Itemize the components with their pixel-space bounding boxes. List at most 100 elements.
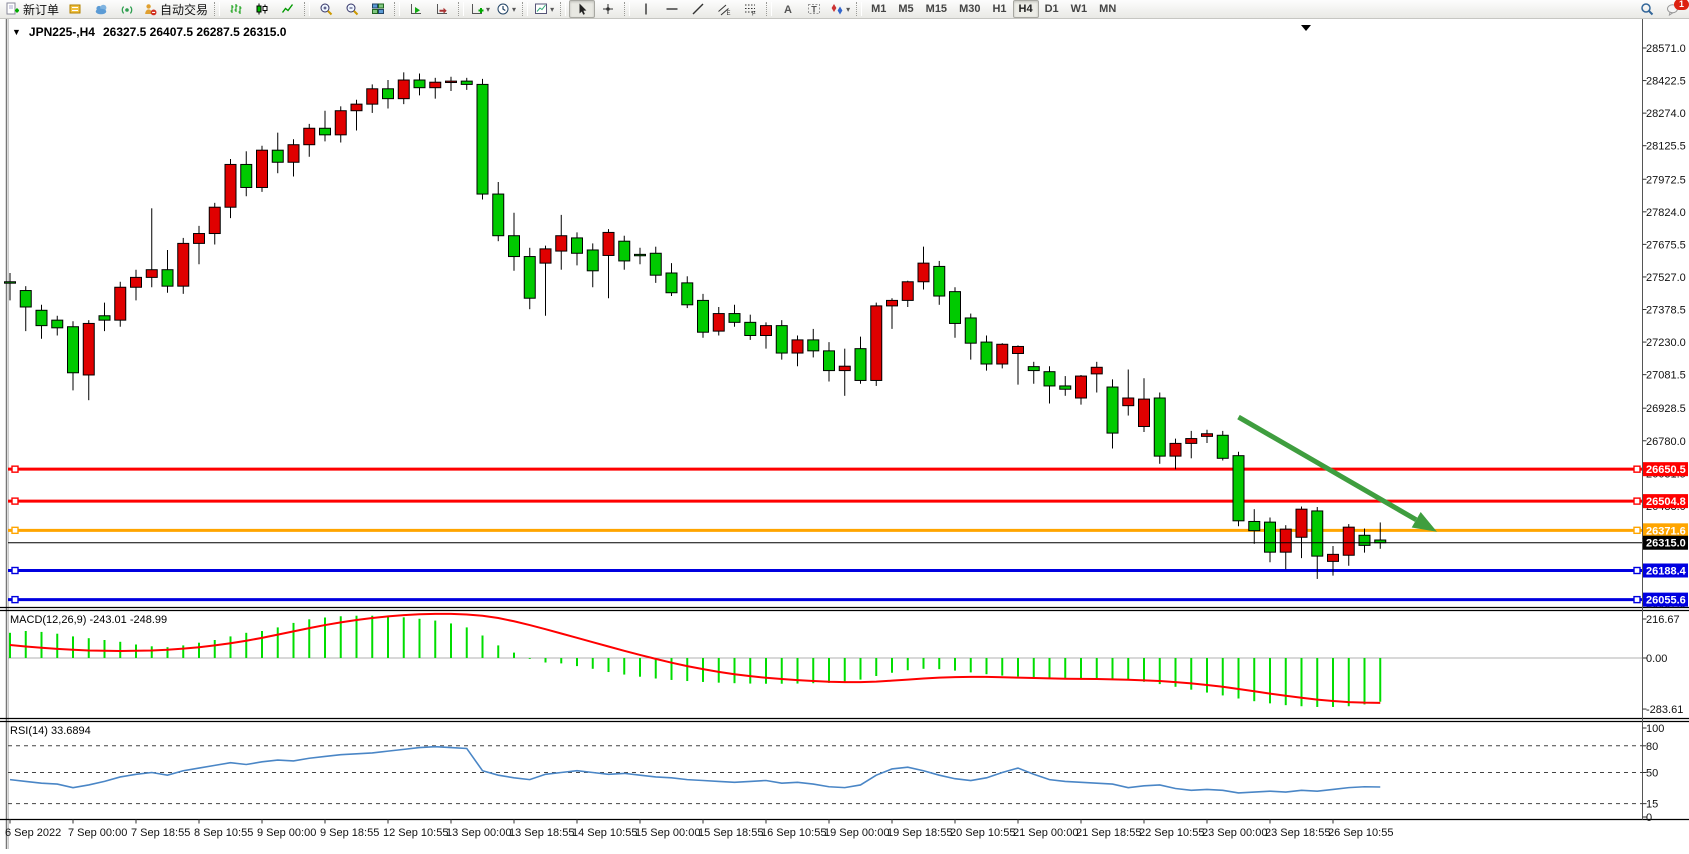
candle: [367, 84, 378, 113]
periods-button[interactable]: ▾: [493, 0, 519, 18]
chart-title: ▼ JPN225-,H4 26327.5 26407.5 26287.5 263…: [12, 25, 286, 39]
line-handle[interactable]: [12, 466, 18, 472]
line-handle[interactable]: [1634, 527, 1640, 533]
price-tick-label: 28274.0: [1646, 108, 1686, 120]
candle: [1280, 525, 1291, 569]
cursor-button[interactable]: [569, 0, 595, 18]
date-label: 12 Sep 10:55: [383, 827, 448, 839]
price-axis[interactable]: 28571.028422.528274.028125.527972.527824…: [1643, 19, 1689, 820]
market-depth-button[interactable]: [62, 0, 88, 18]
hline-26504.8[interactable]: [8, 498, 1643, 504]
bar-chart-button[interactable]: [223, 0, 249, 18]
candle: [934, 261, 945, 305]
line-handle[interactable]: [12, 597, 18, 603]
price-tick-label: 27378.5: [1646, 305, 1686, 317]
indicators-button[interactable]: ▾: [467, 0, 493, 18]
line-chart-button[interactable]: [275, 0, 301, 18]
candlestick-chart-button[interactable]: [249, 0, 275, 18]
date-label: 14 Sep 10:55: [572, 827, 637, 839]
zoom-out-button[interactable]: [339, 0, 365, 18]
toolbar-separator: [766, 2, 772, 16]
templates-button[interactable]: ▾: [531, 0, 557, 18]
trendline-button[interactable]: [685, 0, 711, 18]
line-handle[interactable]: [1634, 597, 1640, 603]
candle: [272, 133, 283, 174]
label-button[interactable]: T: [801, 0, 827, 18]
candle: [666, 263, 677, 296]
hline-26188.4[interactable]: [8, 568, 1643, 574]
candle: [1265, 518, 1276, 563]
timeframe-MN[interactable]: MN: [1093, 0, 1122, 18]
rsi-axis-label: 80: [1646, 741, 1658, 753]
template-icon: [534, 2, 548, 16]
timeframe-H4[interactable]: H4: [1013, 0, 1039, 18]
crosshair-button[interactable]: [595, 0, 621, 18]
text-button[interactable]: A: [775, 0, 801, 18]
line-handle[interactable]: [12, 527, 18, 533]
candle: [1044, 366, 1055, 403]
candle: [981, 336, 992, 371]
chat-button[interactable]: 1: [1660, 0, 1686, 18]
hline-26371.6[interactable]: [8, 527, 1643, 533]
candle: [383, 80, 394, 109]
timeframe-W1[interactable]: W1: [1065, 0, 1094, 18]
search-icon: [1640, 2, 1654, 16]
candle: [713, 307, 724, 336]
fibonacci-button[interactable]: F: [737, 0, 763, 18]
timeframe-M30[interactable]: M30: [953, 0, 986, 18]
price-tick-label: 27527.0: [1646, 272, 1686, 284]
timeframe-M5[interactable]: M5: [892, 0, 919, 18]
candle: [682, 276, 693, 308]
price-chart[interactable]: 28571.028422.528274.028125.527972.527824…: [0, 19, 1689, 849]
vertical-line-button[interactable]: [633, 0, 659, 18]
trend-arrow[interactable]: [1239, 417, 1437, 532]
candle: [461, 78, 472, 90]
autotrade-button[interactable]: 自动交易: [140, 0, 211, 18]
zoom-in-button[interactable]: [313, 0, 339, 18]
candle: [918, 247, 929, 290]
line-handle[interactable]: [12, 498, 18, 504]
date-label: 7 Sep 18:55: [131, 827, 190, 839]
search-button[interactable]: [1634, 0, 1660, 18]
hline-26650.5[interactable]: [8, 466, 1643, 472]
collapse-arrow-icon[interactable]: ▼: [12, 27, 21, 37]
macd-axis-label: 0.00: [1646, 653, 1667, 665]
candle: [20, 286, 31, 331]
tile-windows-button[interactable]: [365, 0, 391, 18]
timeframe-D1[interactable]: D1: [1039, 0, 1065, 18]
candle: [572, 232, 583, 265]
timeframe-M15[interactable]: M15: [920, 0, 953, 18]
horizontal-line-button[interactable]: [659, 0, 685, 18]
arrows-button[interactable]: ▾: [827, 0, 853, 18]
signals-button[interactable]: [114, 0, 140, 18]
cursor-icon: [575, 2, 589, 16]
candle: [335, 106, 346, 142]
candle: [146, 208, 157, 287]
timeframe-M1[interactable]: M1: [865, 0, 892, 18]
candlestick-series[interactable]: [5, 72, 1386, 579]
hline-26055.6[interactable]: [8, 597, 1643, 603]
line-handle[interactable]: [1634, 568, 1640, 574]
channel-button[interactable]: E: [711, 0, 737, 18]
community-button[interactable]: [88, 0, 114, 18]
line-handle[interactable]: [12, 568, 18, 574]
line-handle[interactable]: [1634, 498, 1640, 504]
date-label: 15 Sep 18:55: [698, 827, 763, 839]
svg-text:E: E: [727, 11, 731, 16]
candle: [52, 316, 63, 336]
timeframe-H1[interactable]: H1: [986, 0, 1012, 18]
candle: [902, 281, 913, 307]
auto-scroll-button[interactable]: [403, 0, 429, 18]
chart-shift-button[interactable]: [429, 0, 455, 18]
macd-pane[interactable]: 216.670.00-283.61: [8, 614, 1683, 716]
clock-icon: [496, 2, 510, 16]
horizontal-lines-layer[interactable]: [8, 466, 1643, 602]
new-order-button[interactable]: 新订单: [3, 0, 62, 18]
line-handle[interactable]: [1634, 466, 1640, 472]
price-line-label: 26315.0: [1643, 536, 1688, 550]
candle: [808, 329, 819, 358]
